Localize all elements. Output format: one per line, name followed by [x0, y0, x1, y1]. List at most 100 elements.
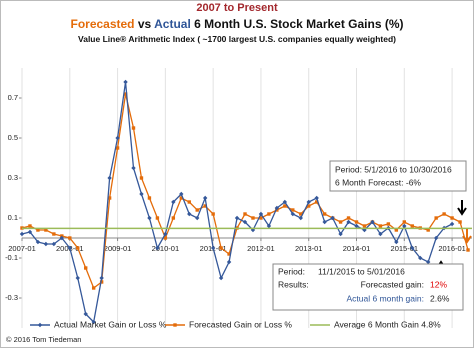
point [290, 211, 295, 217]
point [378, 231, 383, 237]
point [187, 211, 192, 217]
x-tick-label: 2013-01 [295, 244, 323, 253]
point [434, 216, 438, 220]
point [259, 216, 263, 220]
point [35, 239, 41, 245]
point [179, 196, 183, 200]
x-tick-label: 2007-01 [8, 244, 36, 253]
x-tick-label: 2010-01 [152, 244, 180, 253]
copyright: © 2016 Tom Tiedeman [6, 335, 81, 344]
point [187, 200, 191, 204]
point [370, 219, 375, 225]
point [107, 175, 112, 181]
x-tick-label: 2009-01 [104, 244, 132, 253]
point [410, 224, 414, 228]
point [306, 199, 311, 205]
point [433, 235, 439, 241]
point [314, 195, 319, 201]
point [195, 208, 199, 212]
point [36, 228, 40, 232]
point [28, 224, 32, 228]
point [322, 212, 327, 216]
point [386, 222, 391, 226]
point [242, 219, 248, 225]
forecast-box-line: Period: 5/1/2016 to 10/30/2016 [335, 164, 452, 174]
point [338, 231, 343, 237]
point [402, 220, 407, 224]
arrow [462, 229, 472, 244]
point [163, 236, 168, 240]
point [466, 248, 470, 252]
forecast-box [329, 160, 467, 192]
forecast-box-line: 6 Month Forecast: -6% [335, 177, 421, 187]
results-label: Period: [278, 266, 305, 276]
point [449, 221, 455, 227]
point [282, 199, 288, 205]
results-value: 2.6% [430, 293, 450, 303]
point [115, 146, 120, 150]
point [91, 319, 96, 325]
point [59, 235, 65, 241]
point [226, 259, 232, 265]
point [274, 205, 280, 211]
point [346, 216, 351, 220]
point [418, 255, 423, 261]
point [171, 199, 176, 205]
point [147, 215, 152, 221]
point [210, 245, 216, 251]
point [139, 191, 144, 197]
point [211, 212, 215, 216]
point [298, 215, 303, 221]
point [394, 239, 399, 245]
point [314, 200, 319, 204]
results-label: Forecasted gain: [361, 279, 424, 289]
point [362, 224, 367, 228]
legend-label: Actual Market Gain or Loss % [54, 319, 167, 329]
point [354, 223, 359, 229]
y-tick-label: 0.1 [8, 213, 18, 222]
point [171, 216, 176, 220]
point [426, 228, 430, 232]
point [99, 280, 104, 284]
x-tick-label: 2016-01 [438, 244, 466, 253]
point [99, 275, 104, 281]
subtitle: Value Line® Arithmetic Index ( ~1700 lar… [78, 34, 396, 44]
point [322, 219, 327, 225]
point [52, 232, 56, 236]
point [84, 266, 88, 270]
point [410, 245, 415, 251]
point [330, 215, 335, 221]
point [173, 323, 177, 327]
point [37, 322, 43, 328]
point [346, 219, 351, 225]
point [243, 212, 247, 216]
point [123, 79, 128, 85]
point [203, 204, 207, 208]
point [107, 196, 112, 200]
point [147, 196, 152, 200]
point [291, 208, 295, 212]
point [266, 223, 272, 229]
x-tick-label: 2012-01 [247, 244, 275, 253]
point [67, 245, 72, 251]
point [267, 212, 271, 216]
point [362, 227, 367, 233]
point [43, 241, 49, 247]
point [131, 126, 136, 130]
results-label: Actual 6 month gain: [347, 293, 425, 303]
point [378, 224, 383, 228]
point [19, 231, 25, 237]
x-tick-label: 2015-01 [391, 244, 419, 253]
point [218, 275, 224, 281]
point [76, 246, 80, 250]
point [299, 212, 303, 216]
point [402, 223, 407, 229]
results-value: 12% [430, 279, 447, 289]
point [44, 228, 48, 232]
point [83, 311, 88, 317]
title-part: Forecasted [70, 17, 135, 31]
point [307, 204, 311, 208]
point [195, 215, 200, 221]
